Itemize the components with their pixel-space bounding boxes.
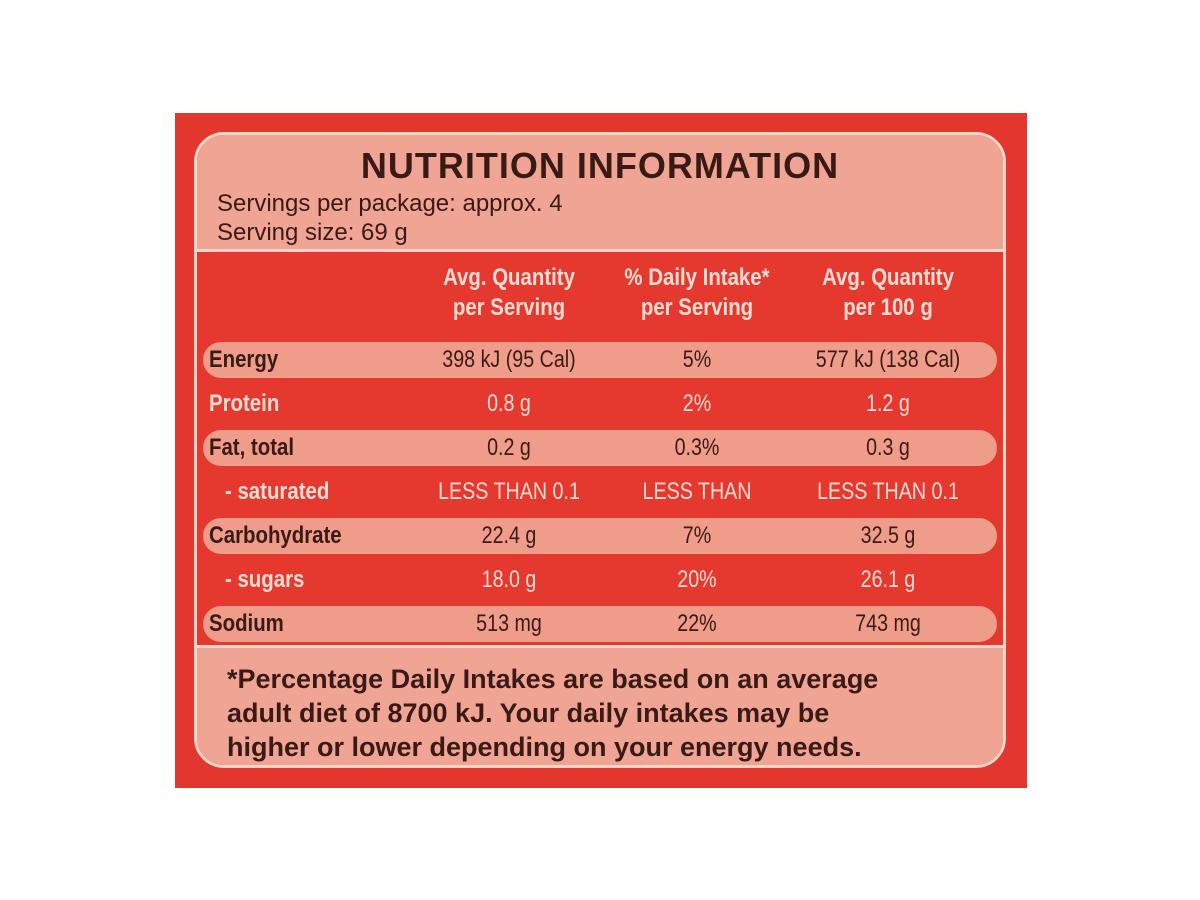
column-header-line: Avg. Quantity (822, 264, 954, 291)
page-title: NUTRITION INFORMATION (360, 145, 840, 186)
column-header-per-100g: Avg. Quantity per 100 g (807, 263, 969, 323)
column-header-line: per Serving (452, 294, 566, 321)
column-header-line: per 100 g (843, 294, 933, 321)
per-100g-value: 26.1 g (860, 566, 916, 593)
nutrition-panel: NUTRITION INFORMATION Servings per packa… (175, 113, 1027, 788)
table-row: Sodium 513 mg 22% 743 mg (203, 606, 997, 642)
per-serving-value: 398 kJ (95 Cal) (442, 346, 576, 373)
row-label: - saturated (225, 478, 330, 505)
per-serving-value: 18.0 g (481, 566, 537, 593)
per-serving-value: 0.2 g (487, 434, 531, 461)
column-header-line: per Serving (640, 294, 754, 321)
per-serving-value: 0.8 g (487, 390, 531, 417)
row-label: Sodium (209, 610, 284, 637)
per-100g-value: 0.3 g (866, 434, 910, 461)
row-label: Energy (209, 346, 279, 373)
table-row: - sugars 18.0 g 20% 26.1 g (197, 562, 1003, 598)
column-header-per-serving: Avg. Quantity per Serving (428, 263, 590, 323)
column-header-line: Avg. Quantity (443, 264, 575, 291)
per-100g-value: 743 mg (855, 610, 921, 637)
daily-intake-value: 7% (682, 522, 712, 549)
column-header-line: % Daily Intake* (624, 264, 770, 291)
per-100g-value: 577 kJ (138 Cal) (815, 346, 961, 373)
daily-intake-value: 2% (682, 390, 712, 417)
column-headers: Avg. Quantity per Serving % Daily Intake… (197, 263, 1003, 327)
row-label: Carbohydrate (209, 522, 342, 549)
per-serving-value: 513 mg (476, 610, 542, 637)
table-row: - saturated LESS THAN 0.1 g LESS THAN 0.… (197, 474, 1003, 541)
servings-per-package: Servings per package: approx. 4 (217, 190, 563, 217)
table-row: Fat, total 0.2 g 0.3% 0.3 g (203, 430, 997, 466)
footnote: *Percentage Daily Intakes are based on a… (197, 645, 1003, 765)
per-serving-value: 22.4 g (481, 522, 537, 549)
table-row: Energy 398 kJ (95 Cal) 5% 577 kJ (138 Ca… (203, 342, 997, 378)
row-label: Protein (209, 390, 280, 417)
row-label: - sugars (225, 566, 305, 593)
daily-intake-value: 22% (677, 610, 717, 637)
table-row: Carbohydrate 22.4 g 7% 32.5 g (203, 518, 997, 554)
daily-intake-value: 20% (677, 566, 717, 593)
per-100g-value: 32.5 g (860, 522, 916, 549)
nutrition-header: NUTRITION INFORMATION Servings per packa… (197, 135, 1003, 252)
row-label: Fat, total (209, 434, 294, 461)
nutrition-table-frame: NUTRITION INFORMATION Servings per packa… (194, 132, 1006, 768)
column-header-daily-intake: % Daily Intake* per Serving (616, 263, 778, 323)
per-100g-value: 1.2 g (866, 390, 910, 417)
serving-size: Serving size: 69 g (217, 219, 408, 246)
footnote-line: adult diet of 8700 kJ. Your daily intake… (227, 698, 830, 728)
footnote-line: higher or lower depending on your energy… (227, 732, 862, 762)
table-row: Protein 0.8 g 2% 1.2 g (197, 386, 1003, 422)
footnote-line: *Percentage Daily Intakes are based on a… (227, 664, 879, 694)
nutrition-rows: Energy 398 kJ (95 Cal) 5% 577 kJ (138 Ca… (197, 342, 1003, 650)
daily-intake-value: 5% (682, 346, 712, 373)
daily-intake-value: 0.3% (674, 434, 720, 461)
